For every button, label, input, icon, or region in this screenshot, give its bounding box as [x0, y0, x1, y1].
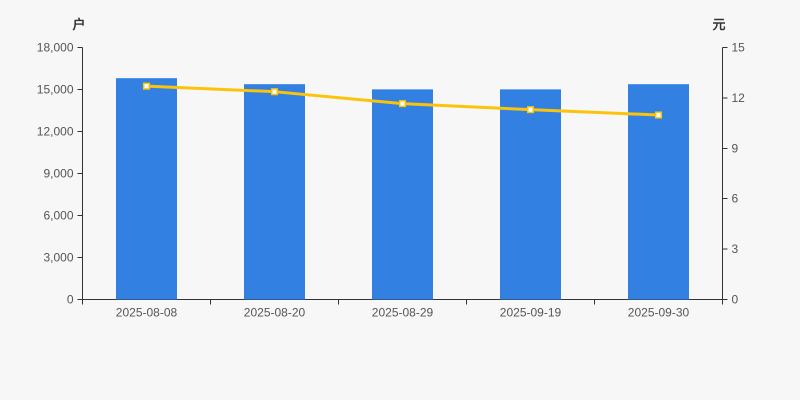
- bar-2025-09-19: [500, 89, 561, 300]
- right-axis-title: 元: [712, 17, 725, 32]
- x-axis-label: 2025-09-19: [500, 306, 562, 320]
- y-left-tick-label: 9,000: [43, 167, 73, 181]
- line-point-2025-09-30: [654, 111, 663, 119]
- y-left-tick-label: 0: [67, 293, 74, 307]
- y-left-tick-label: 12,000: [37, 125, 74, 139]
- y-right-tick-label: 0: [732, 293, 739, 307]
- y-right-tick-label: 9: [732, 141, 739, 155]
- bar-2025-09-30: [628, 84, 689, 300]
- axes-layer: 0 3,000 6,000 9,000 12,000 15,000 18,000 0 3 6 9 12…: [37, 41, 745, 320]
- x-axis-label: 2025-08-08: [116, 306, 178, 320]
- line-layer: [142, 82, 663, 119]
- x-axis-label: 2025-08-20: [244, 306, 306, 320]
- line-point-2025-08-20: [270, 88, 279, 96]
- y-right-tick-label: 3: [732, 242, 739, 256]
- y-left-tick-label: 15,000: [37, 83, 74, 97]
- line-point-2025-09-19: [526, 106, 535, 114]
- x-axis-label: 2025-08-29: [372, 306, 434, 320]
- bar-2025-08-08: [116, 78, 177, 300]
- x-axis-label: 2025-09-30: [628, 306, 690, 320]
- line-point-2025-08-08: [142, 82, 151, 90]
- y-right-tick-label: 15: [732, 41, 746, 55]
- left-axis-title: 户: [72, 17, 85, 32]
- line-point-2025-08-29: [398, 100, 407, 108]
- y-left-tick-label: 3,000: [43, 251, 73, 265]
- y-left-tick-label: 6,000: [43, 209, 73, 223]
- bar-2025-08-29: [372, 89, 433, 300]
- bar-2025-08-20: [244, 84, 305, 300]
- y-right-tick-label: 6: [732, 192, 739, 206]
- y-right-tick-label: 12: [732, 91, 746, 105]
- y-left-tick-label: 18,000: [37, 41, 74, 55]
- bars-layer: [116, 78, 689, 300]
